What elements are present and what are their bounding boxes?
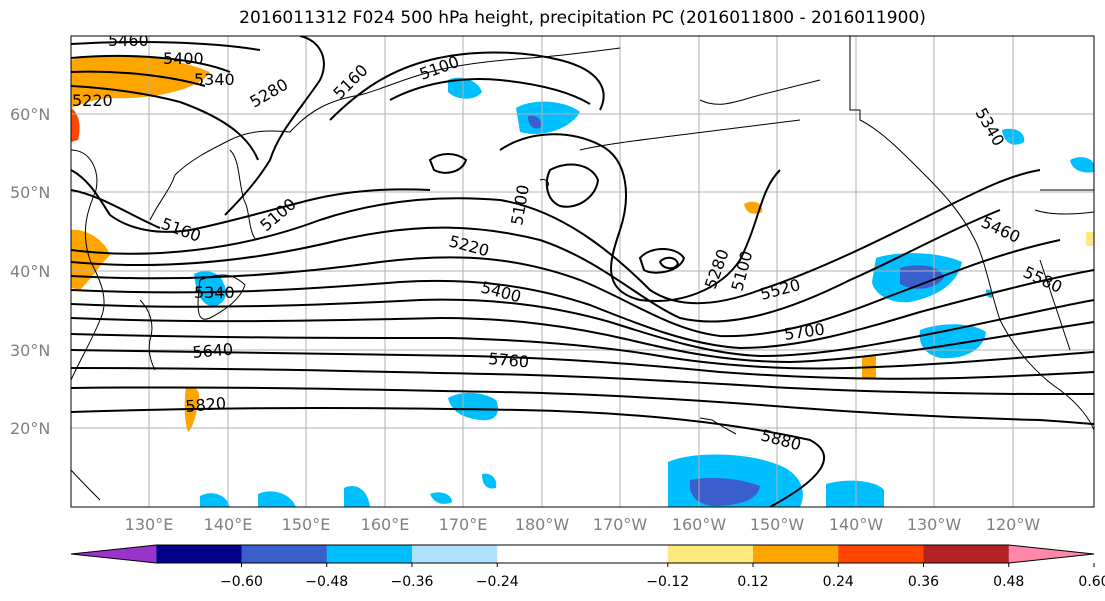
- svg-text:120°W: 120°W: [986, 515, 1041, 534]
- svg-text:130°E: 130°E: [125, 515, 174, 534]
- colorbar-segment: [838, 545, 924, 563]
- map-frame: [70, 35, 1095, 508]
- contour-label: 5340: [194, 70, 235, 89]
- colorbar-tick-label: 0.60: [1078, 574, 1105, 590]
- colorbar-tick-label: −0.60: [220, 574, 263, 590]
- contour-label: 5220: [72, 91, 113, 110]
- colorbar: [70, 544, 1095, 564]
- colorbar-segment: [326, 545, 413, 563]
- graticule: [71, 36, 1094, 507]
- colorbar-segment: [753, 545, 839, 563]
- colorbar-tick-label: −0.12: [646, 574, 689, 590]
- longitude-labels: 130°E 140°E 150°E 160°E 170°E 180°W 170°…: [125, 515, 1041, 534]
- colorbar-tick-label: 0.36: [908, 574, 939, 590]
- svg-text:130°W: 130°W: [907, 515, 962, 534]
- svg-text:20°N: 20°N: [10, 419, 50, 438]
- map-title: 2016011312 F024 500 hPa height, precipit…: [239, 8, 926, 28]
- svg-text:150°E: 150°E: [282, 515, 331, 534]
- colorbar-segment: [497, 545, 583, 563]
- colorbar-outline: [70, 544, 1095, 564]
- contour-label: 5640: [192, 340, 234, 362]
- svg-text:60°N: 60°N: [10, 105, 50, 124]
- colorbar-segment: [667, 545, 754, 563]
- contour-label: 5340: [194, 283, 235, 302]
- colorbar-tick-label: −0.48: [305, 574, 348, 590]
- colorbar-segment: [923, 545, 1010, 563]
- height-contours: [71, 36, 1094, 507]
- coastlines: [71, 36, 1094, 501]
- colorbar-tick-label: 0.12: [737, 574, 768, 590]
- contour-label: 5400: [163, 49, 204, 68]
- colorbar-tick-label: 0.48: [993, 574, 1024, 590]
- colorbar-tick-labels: −0.60 −0.48 −0.36 −0.24 −0.12 0.12 0.24 0.36 0.4…: [220, 563, 1105, 590]
- svg-text:40°N: 40°N: [10, 262, 50, 281]
- svg-text:50°N: 50°N: [10, 183, 50, 202]
- latitude-labels: 60°N 50°N 40°N 30°N 20°N: [10, 105, 50, 438]
- colorbar-segment: [582, 545, 669, 563]
- svg-text:30°N: 30°N: [10, 341, 50, 360]
- contour-label: 5460: [108, 31, 149, 50]
- colorbar-segment: [412, 545, 498, 563]
- colorbar-tick-label: 0.24: [823, 574, 854, 590]
- svg-text:140°W: 140°W: [829, 515, 884, 534]
- contour-label: 5760: [488, 349, 530, 371]
- colorbar-extend-high: [1008, 545, 1094, 563]
- contour-label: 5820: [185, 394, 227, 416]
- svg-text:170°W: 170°W: [593, 515, 648, 534]
- colorbar-tick-label: −0.36: [391, 574, 434, 590]
- colorbar-segment: [241, 545, 328, 563]
- svg-text:160°E: 160°E: [361, 515, 410, 534]
- svg-text:170°E: 170°E: [439, 515, 488, 534]
- svg-text:150°W: 150°W: [750, 515, 805, 534]
- colorbar-segment: [156, 545, 242, 563]
- svg-text:180°W: 180°W: [515, 515, 570, 534]
- colorbar-tick-label: −0.24: [476, 574, 519, 590]
- colorbar-extend-low: [71, 545, 157, 563]
- svg-text:140°E: 140°E: [204, 515, 253, 534]
- svg-text:160°W: 160°W: [672, 515, 727, 534]
